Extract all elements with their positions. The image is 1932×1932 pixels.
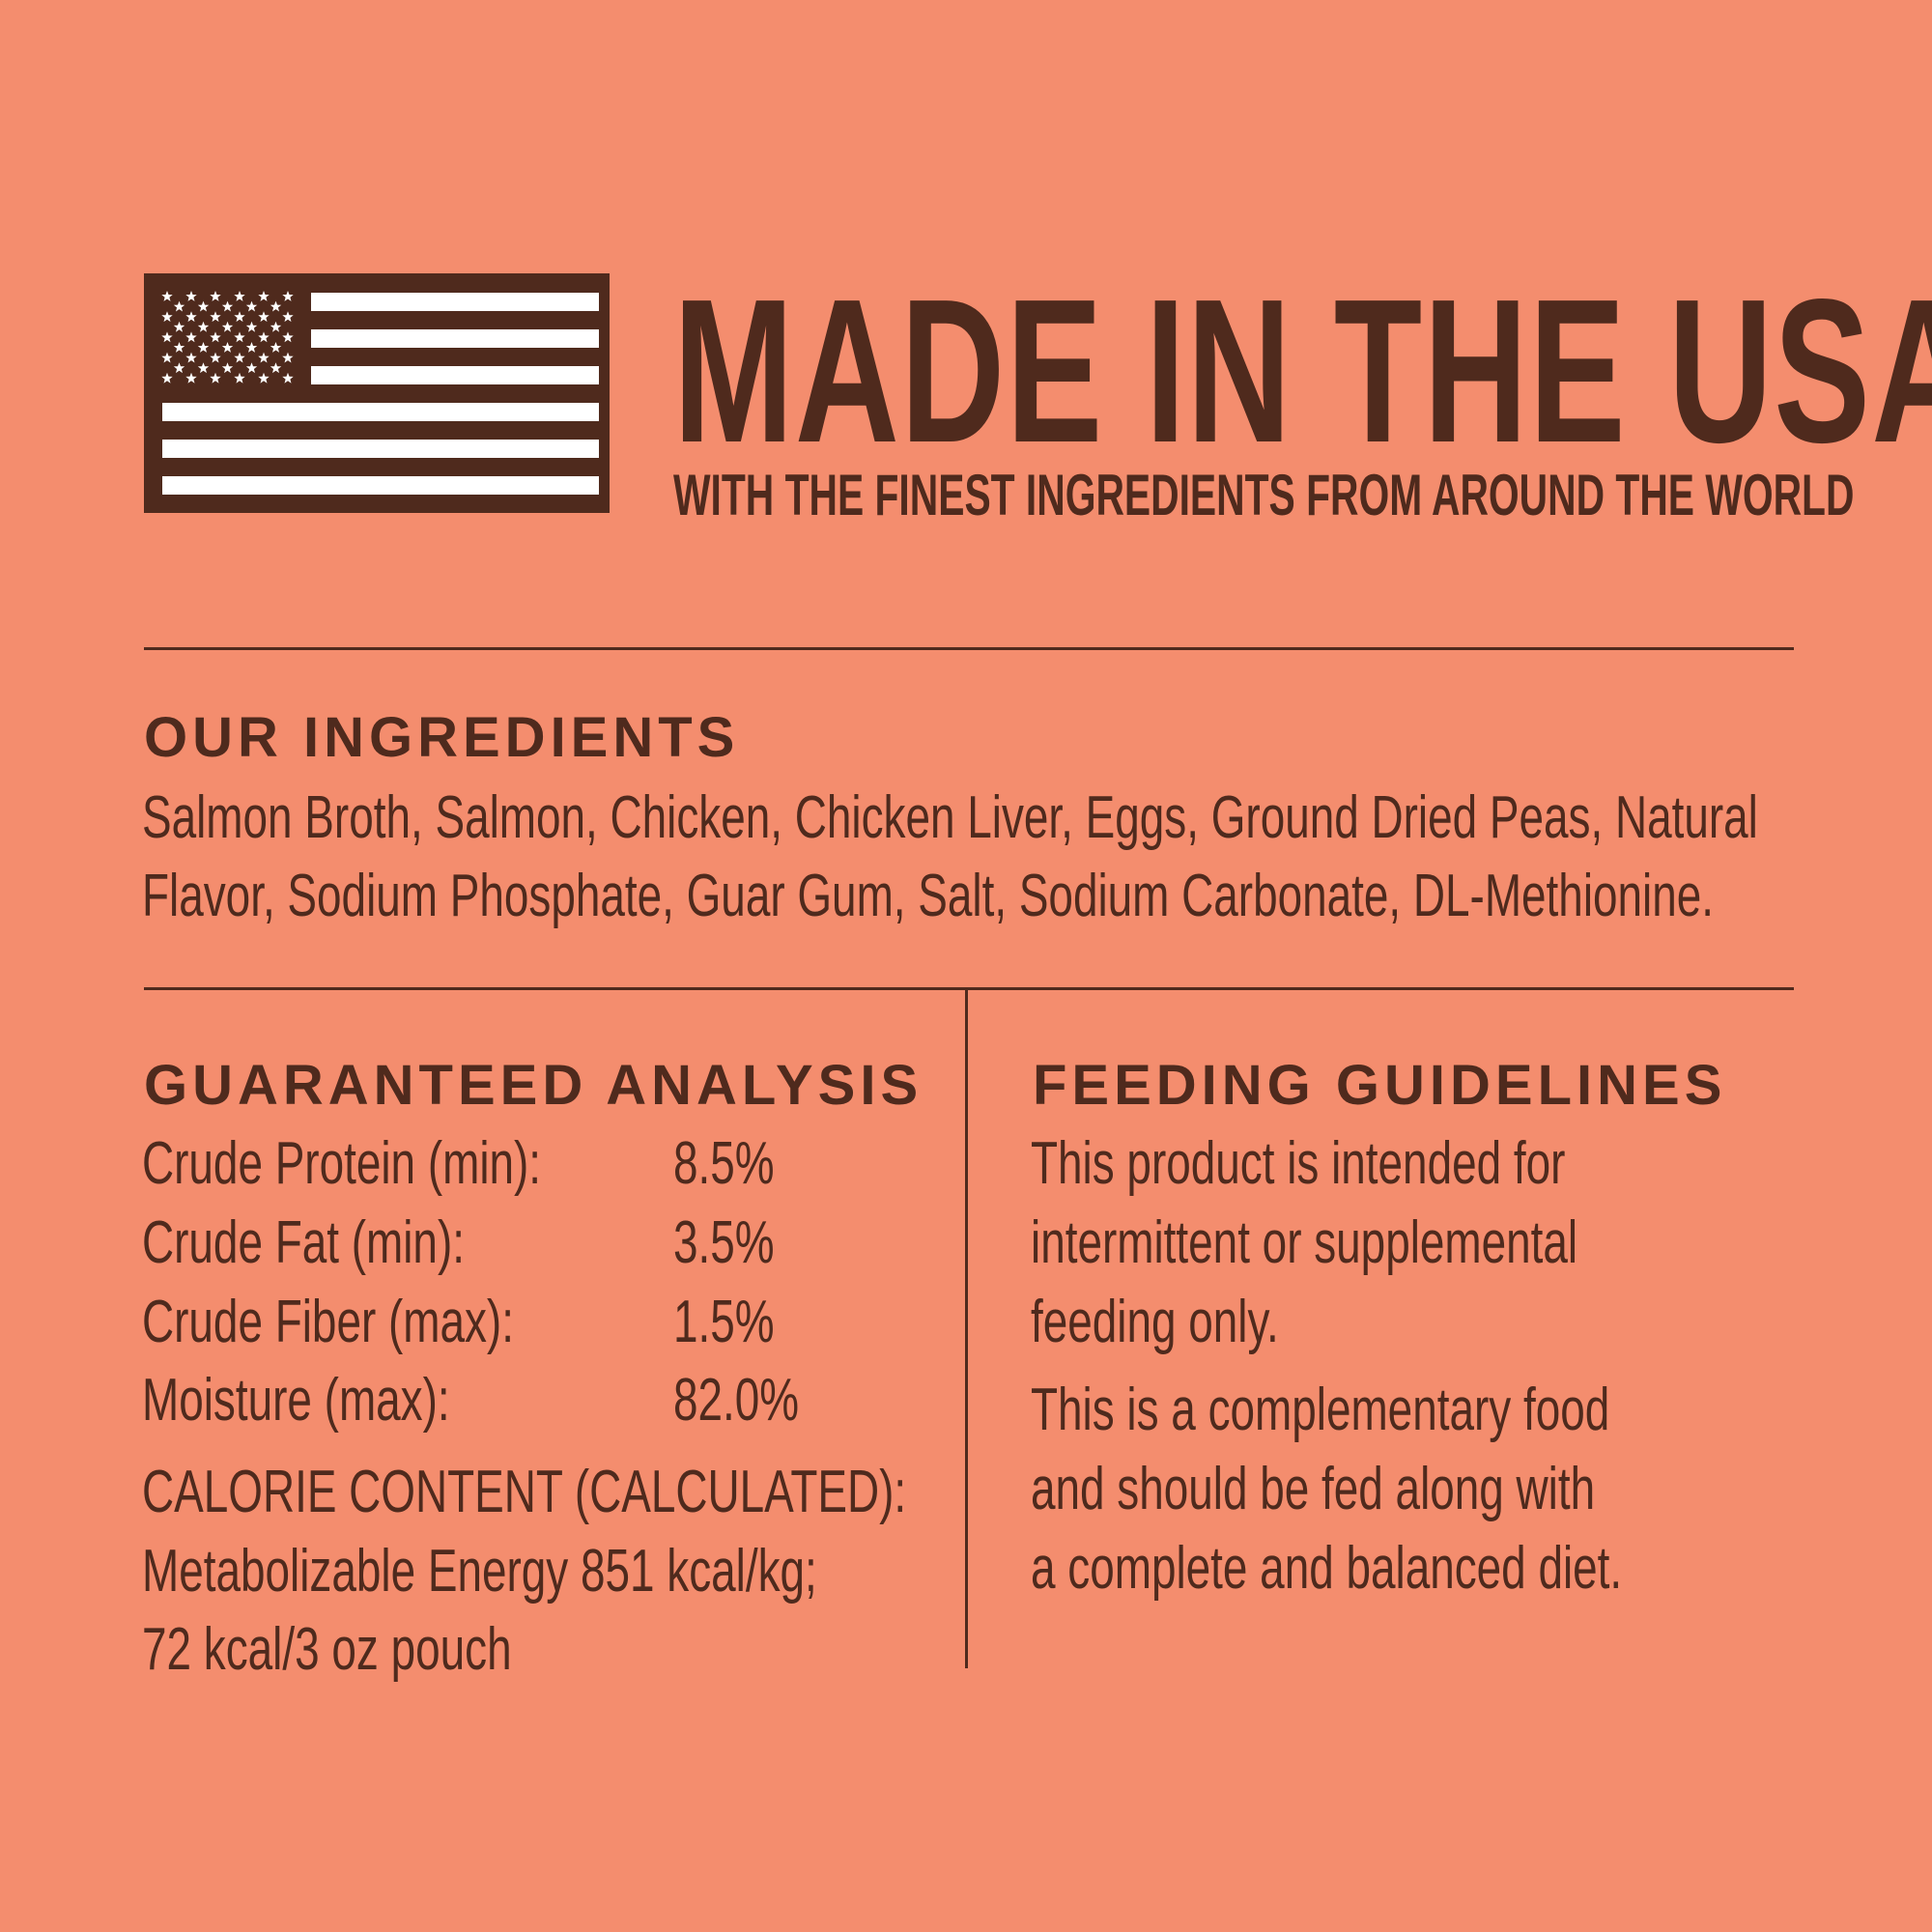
flag-star: [185, 372, 197, 384]
flag-stripe: [162, 440, 599, 458]
flag-star: [221, 362, 234, 374]
flag-star: [245, 300, 258, 312]
flag-star: [270, 342, 282, 353]
flag-star: [245, 321, 258, 332]
flag-star: [258, 311, 270, 323]
flag-star: [161, 291, 173, 301]
divider: [144, 647, 1794, 650]
flag-star: [234, 372, 245, 384]
analysis-value: 82.0%: [673, 1367, 800, 1434]
flag-star: [210, 311, 221, 323]
flag-star: [210, 331, 221, 343]
analysis-label: Crude Protein (min):: [142, 1130, 542, 1197]
flag-star: [210, 352, 221, 363]
flag-star: [270, 362, 282, 374]
flag-star: [282, 311, 294, 323]
feeding-line: This is a complementary food: [1031, 1377, 1610, 1443]
flag-stripe: [311, 329, 599, 348]
flag-star: [245, 362, 258, 374]
flag-stripe: [162, 476, 599, 495]
flag-star: [270, 321, 282, 332]
flag-star: [197, 342, 210, 353]
flag-star: [221, 342, 234, 353]
flag-star: [258, 291, 270, 301]
feeding-line: and should be fed along with: [1031, 1456, 1596, 1522]
flag-star: [258, 331, 270, 343]
flag-star: [234, 331, 245, 343]
analysis-label: Crude Fat (min):: [142, 1209, 465, 1276]
flag-star: [282, 352, 294, 363]
flag-star: [161, 352, 173, 363]
analysis-label: Crude Fiber (max):: [142, 1289, 514, 1355]
page-subtitle: WITH THE FINEST INGREDIENTS FROM AROUND …: [673, 463, 1855, 527]
analysis-label: Moisture (max):: [142, 1367, 450, 1434]
flag-star: [185, 331, 197, 343]
flag-star: [210, 372, 221, 384]
flag-star: [185, 311, 197, 323]
analysis-heading: GUARANTEED ANALYSIS: [144, 1054, 923, 1117]
flag-star: [197, 362, 210, 374]
flag-star: [173, 300, 185, 312]
flag-star: [245, 342, 258, 353]
flag-star: [258, 352, 270, 363]
flag-star: [173, 342, 185, 353]
feeding-line: This product is intended for: [1031, 1130, 1566, 1197]
analysis-value: 8.5%: [673, 1130, 775, 1197]
analysis-value: 3.5%: [673, 1209, 775, 1276]
flag-star: [234, 291, 245, 301]
calorie-line: 72 kcal/3 oz pouch: [142, 1616, 512, 1683]
flag-star: [161, 372, 173, 384]
flag-star: [234, 311, 245, 323]
flag-star: [282, 291, 294, 301]
flag-star: [197, 300, 210, 312]
flag-stripe: [162, 403, 599, 421]
flag-star: [221, 321, 234, 332]
divider: [144, 987, 1794, 990]
ingredients-line: Flavor, Sodium Phosphate, Guar Gum, Salt…: [142, 863, 1715, 929]
flag-star: [185, 352, 197, 363]
page-title: MADE IN THE USA: [673, 256, 1932, 485]
feeding-line: a complete and balanced diet.: [1031, 1535, 1623, 1602]
flag-star: [270, 300, 282, 312]
flag-star: [282, 372, 294, 384]
analysis-value: 1.5%: [673, 1289, 775, 1355]
flag-star: [282, 331, 294, 343]
ingredients-heading: OUR INGREDIENTS: [144, 706, 740, 769]
flag-star: [161, 311, 173, 323]
flag-star: [185, 291, 197, 301]
feeding-heading: FEEDING GUIDELINES: [1033, 1054, 1727, 1117]
flag-star: [234, 352, 245, 363]
flag-stripe: [311, 366, 599, 384]
flag-star: [258, 372, 270, 384]
ingredients-line: Salmon Broth, Salmon, Chicken, Chicken L…: [142, 784, 1758, 851]
feeding-line: intermittent or supplemental: [1031, 1209, 1578, 1276]
flag-star: [173, 321, 185, 332]
feeding-line: feeding only.: [1031, 1289, 1279, 1355]
flag-star: [221, 300, 234, 312]
flag-stripe: [311, 293, 599, 311]
flag-star: [161, 331, 173, 343]
calorie-line: CALORIE CONTENT (CALCULATED):: [142, 1459, 907, 1525]
flag-star: [173, 362, 185, 374]
flag-star: [197, 321, 210, 332]
calorie-line: Metabolizable Energy 851 kcal/kg;: [142, 1538, 817, 1605]
flag-star: [210, 291, 221, 301]
us-flag-icon: [144, 273, 610, 513]
column-divider: [965, 988, 968, 1668]
